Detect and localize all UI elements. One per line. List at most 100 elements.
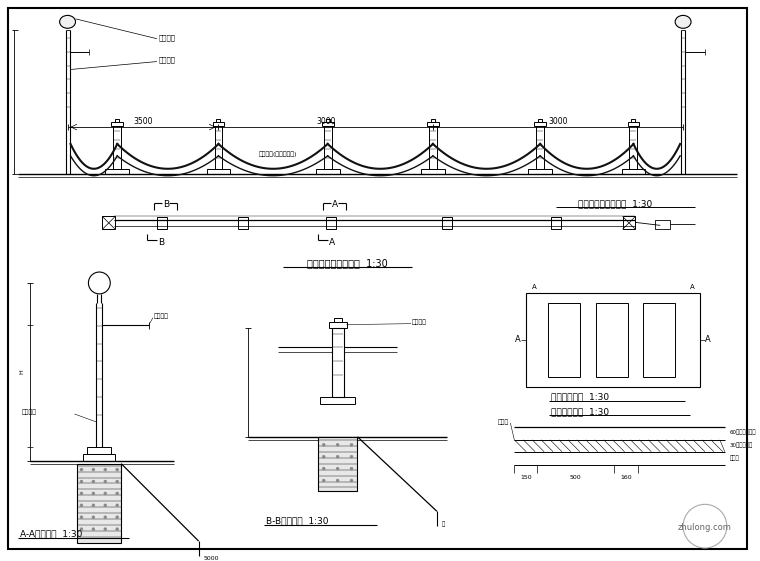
Bar — [629, 126, 638, 169]
Text: A: A — [532, 284, 537, 290]
Text: 3000: 3000 — [316, 117, 335, 126]
Circle shape — [336, 479, 339, 482]
Text: 素土层: 素土层 — [498, 419, 509, 425]
Circle shape — [80, 516, 83, 519]
Ellipse shape — [675, 15, 691, 28]
Ellipse shape — [59, 15, 75, 28]
Bar — [622, 217, 635, 229]
Text: 销化灯柱: 销化灯柱 — [22, 409, 37, 415]
Circle shape — [104, 516, 107, 519]
Circle shape — [336, 443, 339, 446]
Circle shape — [88, 272, 110, 294]
Circle shape — [350, 455, 353, 458]
Bar — [655, 220, 670, 229]
Text: 5000: 5000 — [204, 557, 219, 561]
Text: 球形灯头: 球形灯头 — [154, 314, 169, 320]
Text: 160: 160 — [620, 475, 632, 480]
Text: 打步园路大样  1:30: 打步园路大样 1:30 — [551, 407, 610, 416]
Circle shape — [116, 480, 119, 483]
Bar — [429, 126, 437, 169]
Bar — [326, 218, 336, 229]
Text: B: B — [158, 238, 164, 247]
Circle shape — [322, 443, 325, 446]
Text: 锁入销化: 锁入销化 — [412, 320, 427, 325]
Bar — [214, 126, 223, 169]
Bar — [328, 321, 347, 328]
Text: 素土层: 素土层 — [730, 456, 739, 462]
Circle shape — [104, 492, 107, 495]
Text: A: A — [705, 335, 711, 344]
Bar — [321, 122, 334, 126]
Bar — [213, 122, 224, 126]
Bar — [324, 126, 331, 169]
Text: 沿河护栏灯柱立面图  1:30: 沿河护栏灯柱立面图 1:30 — [578, 199, 653, 208]
Bar — [103, 217, 116, 229]
Circle shape — [80, 504, 83, 507]
Circle shape — [104, 504, 107, 507]
Text: 打步园路大样  1:30: 打步园路大样 1:30 — [551, 393, 610, 402]
Bar — [528, 169, 552, 174]
Circle shape — [80, 480, 83, 483]
Text: 500: 500 — [569, 475, 581, 480]
Text: 30厅中砂素层: 30厅中砂素层 — [730, 442, 753, 448]
Text: A: A — [331, 200, 337, 209]
Bar — [217, 119, 220, 122]
Text: 销化灯柱: 销化灯柱 — [159, 56, 176, 63]
Bar — [526, 293, 700, 387]
Text: zhulong.com: zhulong.com — [678, 523, 732, 532]
Text: A: A — [689, 284, 695, 290]
Bar — [536, 126, 544, 169]
Circle shape — [92, 492, 95, 495]
Bar — [622, 169, 645, 174]
Bar — [113, 126, 121, 169]
Text: 3000: 3000 — [548, 117, 568, 126]
Text: B: B — [163, 200, 169, 209]
Bar — [318, 437, 357, 491]
Bar — [239, 218, 249, 229]
Bar — [421, 169, 445, 174]
Bar — [596, 303, 628, 377]
Bar — [87, 447, 111, 454]
Circle shape — [92, 516, 95, 519]
Circle shape — [92, 504, 95, 507]
Circle shape — [322, 467, 325, 470]
Circle shape — [80, 528, 83, 531]
Circle shape — [116, 468, 119, 471]
Bar — [632, 119, 635, 122]
Text: A: A — [515, 335, 521, 344]
Circle shape — [336, 455, 339, 458]
Circle shape — [350, 467, 353, 470]
Circle shape — [92, 528, 95, 531]
Bar — [157, 218, 167, 229]
Circle shape — [116, 492, 119, 495]
Bar — [442, 218, 451, 229]
Circle shape — [336, 467, 339, 470]
Bar — [106, 169, 129, 174]
Text: 沿河护栏灯柱平面图  1:30: 沿河护栏灯柱平面图 1:30 — [307, 258, 388, 268]
Circle shape — [322, 479, 325, 482]
Bar — [326, 119, 330, 122]
Circle shape — [322, 455, 325, 458]
Bar — [628, 122, 639, 126]
Bar — [320, 397, 356, 404]
Text: 锅铁编框(详见栏杆图): 锅铁编框(详见栏杆图) — [259, 151, 297, 157]
Bar — [84, 454, 116, 461]
Circle shape — [80, 468, 83, 471]
Bar — [551, 218, 561, 229]
Circle shape — [104, 480, 107, 483]
Circle shape — [350, 443, 353, 446]
Bar — [431, 119, 435, 122]
Text: B-B护栏剑面  1:30: B-B护栏剑面 1:30 — [266, 517, 328, 526]
Circle shape — [104, 468, 107, 471]
Circle shape — [116, 528, 119, 531]
Text: 60厘平砖贵石板: 60厘平砖贵石板 — [730, 429, 756, 435]
Circle shape — [350, 479, 353, 482]
Circle shape — [92, 480, 95, 483]
Text: A: A — [328, 238, 334, 247]
Bar — [534, 122, 546, 126]
Circle shape — [80, 492, 83, 495]
Bar — [207, 169, 230, 174]
Circle shape — [116, 504, 119, 507]
Circle shape — [116, 516, 119, 519]
Text: 3500: 3500 — [133, 117, 153, 126]
